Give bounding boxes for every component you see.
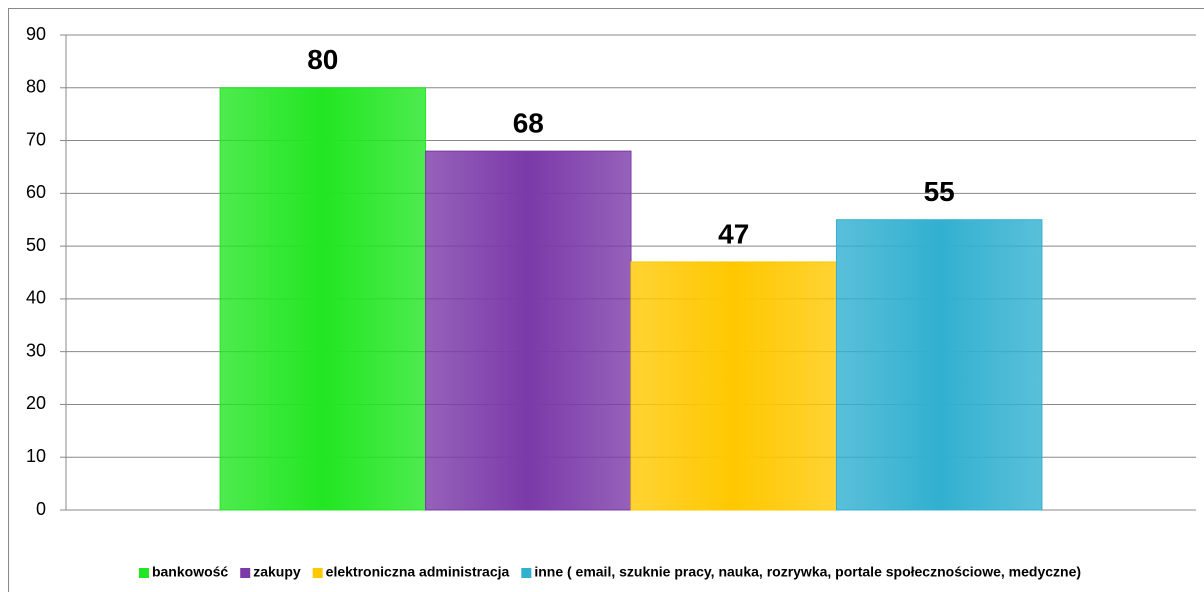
y-tick-label: 30 [26,340,46,360]
legend-label: elektroniczna administracja [326,564,510,580]
y-tick-label: 50 [26,235,46,255]
value-label: 68 [513,108,544,139]
bar [630,261,837,511]
y-tick-label: 10 [26,446,46,466]
y-tick-label: 70 [26,129,46,149]
bar [219,87,427,511]
legend-label: zakupy [253,564,301,580]
legend-label: bankowość [152,564,228,580]
legend-swatch [521,568,532,578]
y-tick-label: 60 [26,182,46,202]
legend-swatch [240,568,251,578]
value-label: 55 [924,176,955,207]
y-tick-label: 80 [26,77,46,97]
legend-swatch [138,568,149,578]
value-label: 47 [718,218,749,249]
y-tick-label: 40 [26,288,46,308]
legend-label: inne ( email, szuknie pracy, nauka, rozr… [534,564,1081,580]
y-tick-label: 0 [36,499,46,519]
y-tick-label: 20 [26,393,46,413]
y-tick-label: 90 [26,24,46,44]
bar [425,150,632,511]
legend-swatch [312,568,323,578]
value-label: 80 [307,44,338,75]
legend: bankowość zakupy elektroniczna administrac… [138,564,1081,580]
bar [835,219,1043,511]
